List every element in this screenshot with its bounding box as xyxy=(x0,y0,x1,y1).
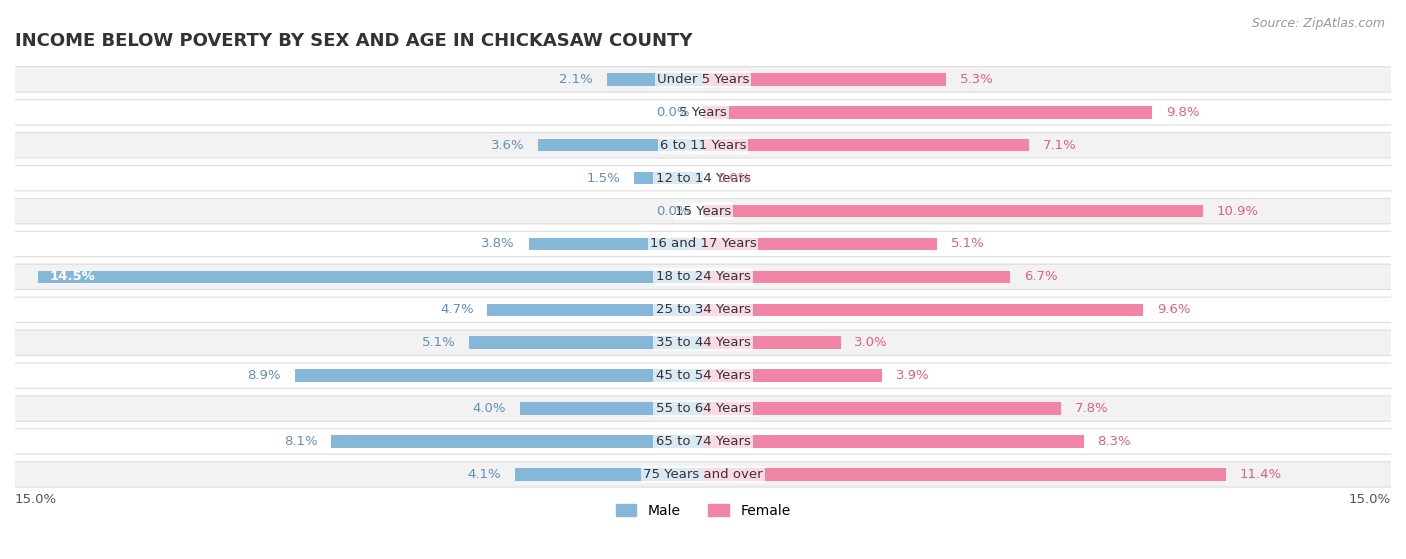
Text: 5.1%: 5.1% xyxy=(950,238,984,250)
Bar xyxy=(703,106,1153,119)
Text: 7.8%: 7.8% xyxy=(1074,402,1108,415)
Text: 45 to 54 Years: 45 to 54 Years xyxy=(655,369,751,382)
Text: 5 Years: 5 Years xyxy=(679,106,727,119)
Text: 4.7%: 4.7% xyxy=(440,304,474,316)
Text: 4.0%: 4.0% xyxy=(472,402,506,415)
Bar xyxy=(470,337,703,349)
Bar xyxy=(703,468,1226,481)
Bar xyxy=(538,139,703,151)
FancyBboxPatch shape xyxy=(14,198,1392,224)
Bar xyxy=(703,337,841,349)
FancyBboxPatch shape xyxy=(14,165,1392,191)
Text: 3.9%: 3.9% xyxy=(896,369,929,382)
Text: 2.1%: 2.1% xyxy=(560,73,593,86)
Text: 0.0%: 0.0% xyxy=(655,106,689,119)
Text: 25 to 34 Years: 25 to 34 Years xyxy=(655,304,751,316)
Bar xyxy=(703,73,946,86)
FancyBboxPatch shape xyxy=(14,132,1392,158)
Text: 12 to 14 Years: 12 to 14 Years xyxy=(655,172,751,184)
Text: 6 to 11 Years: 6 to 11 Years xyxy=(659,139,747,151)
Text: Under 5 Years: Under 5 Years xyxy=(657,73,749,86)
Text: Source: ZipAtlas.com: Source: ZipAtlas.com xyxy=(1251,17,1385,30)
FancyBboxPatch shape xyxy=(14,462,1392,487)
Text: 7.1%: 7.1% xyxy=(1042,139,1076,151)
Text: 8.3%: 8.3% xyxy=(1098,435,1130,448)
FancyBboxPatch shape xyxy=(14,297,1392,323)
Text: 55 to 64 Years: 55 to 64 Years xyxy=(655,402,751,415)
Text: 4.1%: 4.1% xyxy=(468,468,501,481)
Text: 3.0%: 3.0% xyxy=(855,336,889,349)
FancyBboxPatch shape xyxy=(14,396,1392,421)
Bar xyxy=(703,139,1029,151)
Bar xyxy=(515,468,703,481)
Text: 9.6%: 9.6% xyxy=(1157,304,1191,316)
FancyBboxPatch shape xyxy=(14,363,1392,389)
Bar xyxy=(295,369,703,382)
Text: 0.0%: 0.0% xyxy=(717,172,751,184)
FancyBboxPatch shape xyxy=(14,231,1392,257)
Bar xyxy=(634,172,703,184)
FancyBboxPatch shape xyxy=(14,100,1392,125)
Text: 15.0%: 15.0% xyxy=(15,494,58,506)
Text: 0.0%: 0.0% xyxy=(655,205,689,217)
Bar xyxy=(606,73,703,86)
Bar xyxy=(529,238,703,250)
Bar xyxy=(703,369,882,382)
FancyBboxPatch shape xyxy=(14,330,1392,356)
Text: 5.1%: 5.1% xyxy=(422,336,456,349)
Bar xyxy=(703,435,1084,448)
Text: 75 Years and over: 75 Years and over xyxy=(643,468,763,481)
Bar xyxy=(520,402,703,415)
Text: 10.9%: 10.9% xyxy=(1216,205,1258,217)
Text: 1.5%: 1.5% xyxy=(586,172,620,184)
FancyBboxPatch shape xyxy=(14,429,1392,454)
Bar xyxy=(703,238,936,250)
Bar xyxy=(38,271,703,283)
Bar xyxy=(488,304,703,316)
Text: 16 and 17 Years: 16 and 17 Years xyxy=(650,238,756,250)
FancyBboxPatch shape xyxy=(14,67,1392,92)
Bar xyxy=(703,205,1204,217)
Text: 3.6%: 3.6% xyxy=(491,139,524,151)
Text: 11.4%: 11.4% xyxy=(1240,468,1282,481)
Text: 3.8%: 3.8% xyxy=(481,238,515,250)
Text: 35 to 44 Years: 35 to 44 Years xyxy=(655,336,751,349)
Bar xyxy=(703,304,1143,316)
Text: 65 to 74 Years: 65 to 74 Years xyxy=(655,435,751,448)
Text: 15 Years: 15 Years xyxy=(675,205,731,217)
Legend: Male, Female: Male, Female xyxy=(612,500,794,522)
Bar xyxy=(703,402,1060,415)
Text: 9.8%: 9.8% xyxy=(1166,106,1199,119)
Text: INCOME BELOW POVERTY BY SEX AND AGE IN CHICKASAW COUNTY: INCOME BELOW POVERTY BY SEX AND AGE IN C… xyxy=(15,32,693,50)
Text: 15.0%: 15.0% xyxy=(1348,494,1391,506)
Text: 8.1%: 8.1% xyxy=(284,435,318,448)
Bar xyxy=(703,271,1011,283)
Text: 6.7%: 6.7% xyxy=(1024,271,1057,283)
Text: 8.9%: 8.9% xyxy=(247,369,281,382)
Text: 14.5%: 14.5% xyxy=(49,271,96,283)
Text: 5.3%: 5.3% xyxy=(960,73,994,86)
Bar xyxy=(332,435,703,448)
Text: 18 to 24 Years: 18 to 24 Years xyxy=(655,271,751,283)
FancyBboxPatch shape xyxy=(14,264,1392,290)
